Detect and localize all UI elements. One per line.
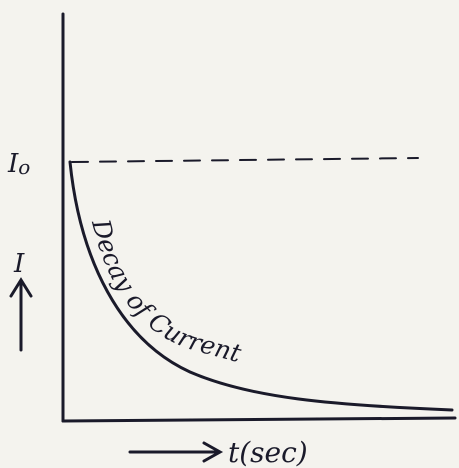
diagram: Io I Decay of Current t(sec) — [0, 0, 459, 468]
symbol: I — [7, 149, 19, 179]
y-axis-label: I — [13, 249, 25, 279]
subscript: o — [18, 155, 30, 179]
paper — [0, 0, 459, 468]
x-axis-label: t(sec) — [228, 436, 308, 468]
page: Io I Decay of Current t(sec) (() => { co… — [0, 0, 459, 468]
